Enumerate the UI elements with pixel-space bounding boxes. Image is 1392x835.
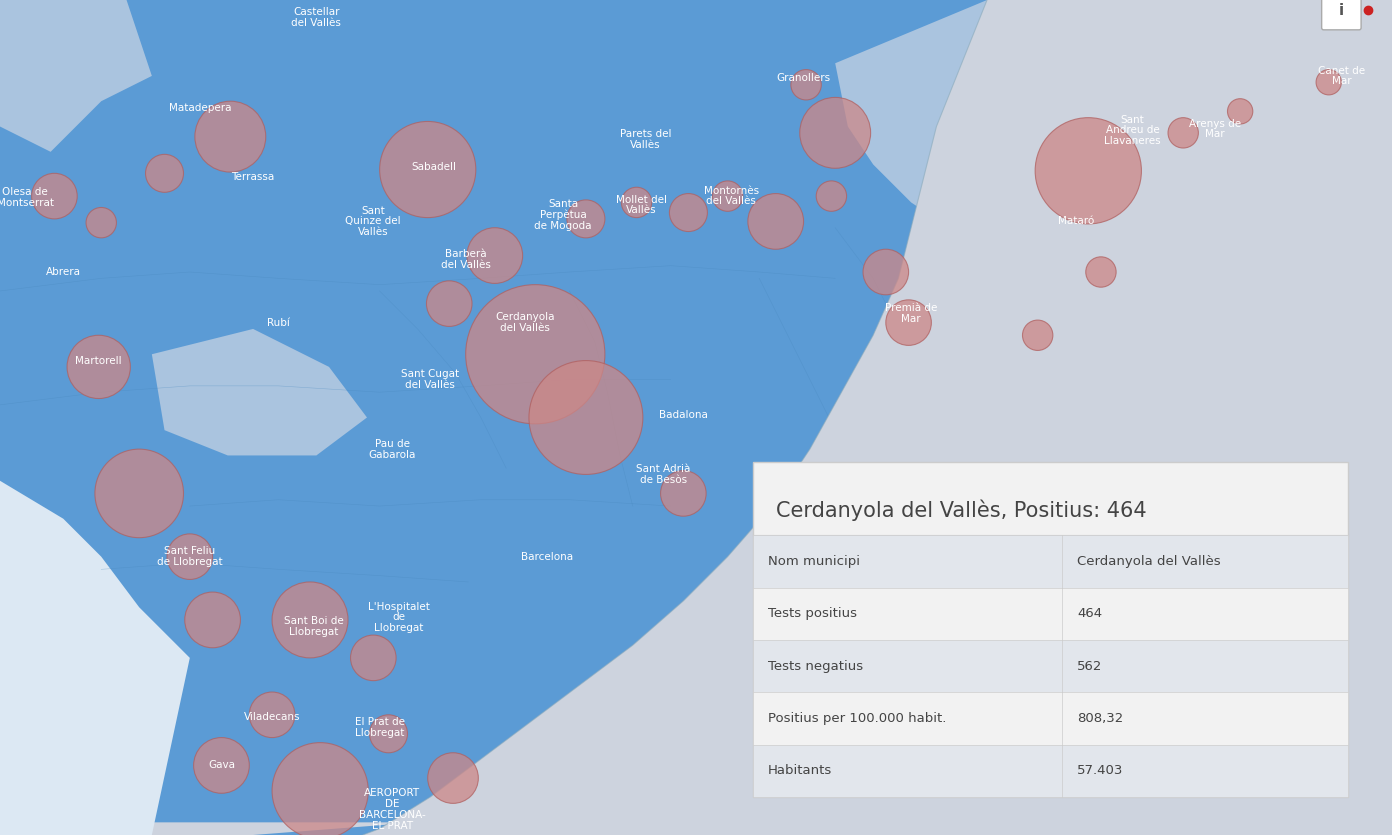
Text: 57.403: 57.403	[1077, 764, 1123, 777]
Text: Abrera: Abrera	[46, 267, 81, 277]
Text: 464: 464	[1077, 607, 1102, 620]
Circle shape	[195, 101, 266, 172]
Polygon shape	[0, 0, 152, 152]
Text: Pau de
Gabarola: Pau de Gabarola	[369, 438, 416, 459]
Circle shape	[95, 449, 184, 538]
Text: Sant Adrià
de Besòs: Sant Adrià de Besòs	[636, 464, 690, 485]
Text: Olesa de
Montserrat: Olesa de Montserrat	[0, 187, 54, 208]
Text: Viladecans: Viladecans	[244, 712, 301, 722]
Text: L'Hospitalet
de
Llobregat: L'Hospitalet de Llobregat	[367, 601, 430, 633]
Text: Sabadell: Sabadell	[412, 162, 457, 172]
Text: Premià de
Mar: Premià de Mar	[885, 303, 937, 324]
Circle shape	[86, 207, 117, 238]
Polygon shape	[0, 0, 949, 63]
Text: El Prat de
Llobregat: El Prat de Llobregat	[355, 717, 405, 738]
Text: i: i	[1339, 3, 1343, 18]
Text: Parets del
Vallès: Parets del Vallès	[619, 129, 671, 149]
Text: Cerdanyola del Vallès, Positius: 464: Cerdanyola del Vallès, Positius: 464	[775, 499, 1147, 520]
Text: Gava: Gava	[207, 761, 235, 771]
Bar	[753, 640, 1347, 692]
Circle shape	[1228, 99, 1253, 124]
Circle shape	[67, 336, 131, 398]
Text: Sant
Quinze del
Vallès: Sant Quinze del Vallès	[345, 205, 401, 237]
Circle shape	[816, 181, 846, 211]
Text: Arenys de
Mar: Arenys de Mar	[1189, 119, 1240, 139]
Circle shape	[466, 228, 522, 283]
Bar	[753, 588, 1347, 640]
Text: Barberà
del Vallès: Barberà del Vallès	[441, 249, 490, 270]
Circle shape	[1086, 257, 1116, 287]
Bar	[753, 462, 1347, 797]
Circle shape	[1023, 320, 1052, 351]
Text: Badalona: Badalona	[658, 410, 707, 420]
Bar	[753, 535, 1347, 588]
Polygon shape	[0, 481, 189, 835]
Circle shape	[193, 737, 249, 793]
Polygon shape	[329, 0, 1392, 835]
Polygon shape	[835, 0, 1392, 380]
Circle shape	[670, 194, 707, 231]
Circle shape	[249, 692, 295, 737]
Circle shape	[146, 154, 184, 192]
Circle shape	[863, 249, 909, 295]
FancyBboxPatch shape	[1321, 0, 1361, 30]
Circle shape	[167, 534, 213, 579]
Text: Barcelona: Barcelona	[521, 552, 572, 562]
Circle shape	[271, 742, 369, 835]
Circle shape	[32, 174, 77, 219]
Text: Mataró: Mataró	[1058, 216, 1094, 226]
Polygon shape	[0, 0, 1392, 13]
Text: Santa
Perpètua
de Mogoda: Santa Perpètua de Mogoda	[535, 199, 592, 231]
Text: Nom municipi: Nom municipi	[768, 554, 860, 568]
Text: Mollet del
Vallès: Mollet del Vallès	[617, 195, 667, 215]
Circle shape	[621, 187, 651, 218]
Circle shape	[661, 471, 706, 516]
Bar	[753, 745, 1347, 797]
Text: Terrassa: Terrassa	[231, 172, 274, 182]
Text: Sant
Andreu de
Llavaneres: Sant Andreu de Llavaneres	[1104, 114, 1161, 146]
Text: Cerdanyola
del Vallès: Cerdanyola del Vallès	[496, 312, 555, 333]
Text: Matadepera: Matadepera	[168, 103, 231, 113]
Polygon shape	[0, 63, 987, 835]
Polygon shape	[152, 329, 367, 455]
Text: Positius per 100.000 habit.: Positius per 100.000 habit.	[768, 712, 947, 725]
Circle shape	[427, 753, 479, 803]
Circle shape	[369, 715, 408, 753]
Text: Montornès
del Vallès: Montornès del Vallès	[704, 185, 759, 206]
Circle shape	[185, 592, 241, 648]
Circle shape	[380, 121, 476, 218]
Circle shape	[529, 361, 643, 474]
Circle shape	[1315, 69, 1342, 95]
Circle shape	[713, 181, 743, 211]
Text: Granollers: Granollers	[777, 73, 831, 84]
Text: Sant Feliu
de Llobregat: Sant Feliu de Llobregat	[157, 546, 223, 567]
Text: Martorell: Martorell	[75, 356, 122, 366]
Text: 562: 562	[1077, 660, 1102, 673]
Circle shape	[885, 300, 931, 346]
Text: Sant Boi de
Llobregat: Sant Boi de Llobregat	[284, 616, 344, 636]
Text: Tests negatius: Tests negatius	[768, 660, 863, 673]
Text: Castellar
del Vallès: Castellar del Vallès	[291, 8, 341, 28]
Circle shape	[567, 200, 606, 238]
Text: Habitants: Habitants	[768, 764, 832, 777]
Circle shape	[800, 98, 870, 169]
Circle shape	[1168, 118, 1199, 148]
Text: Rubí: Rubí	[267, 317, 290, 327]
Circle shape	[791, 69, 821, 100]
Text: Sant Cugat
del Vallès: Sant Cugat del Vallès	[401, 369, 459, 390]
Circle shape	[271, 582, 348, 658]
Bar	[753, 692, 1347, 745]
Text: Tests positius: Tests positius	[768, 607, 857, 620]
Text: Canet de
Mar: Canet de Mar	[1318, 65, 1366, 86]
Text: 808,32: 808,32	[1077, 712, 1123, 725]
Text: AEROPORT
DE
BARCELONA-
EL PRAT: AEROPORT DE BARCELONA- EL PRAT	[359, 788, 426, 831]
Circle shape	[466, 285, 606, 424]
Circle shape	[748, 194, 803, 249]
Circle shape	[426, 281, 472, 326]
Polygon shape	[0, 0, 987, 822]
Circle shape	[1036, 118, 1141, 224]
Circle shape	[351, 635, 397, 681]
Text: Cerdanyola del Vallès: Cerdanyola del Vallès	[1077, 554, 1221, 568]
